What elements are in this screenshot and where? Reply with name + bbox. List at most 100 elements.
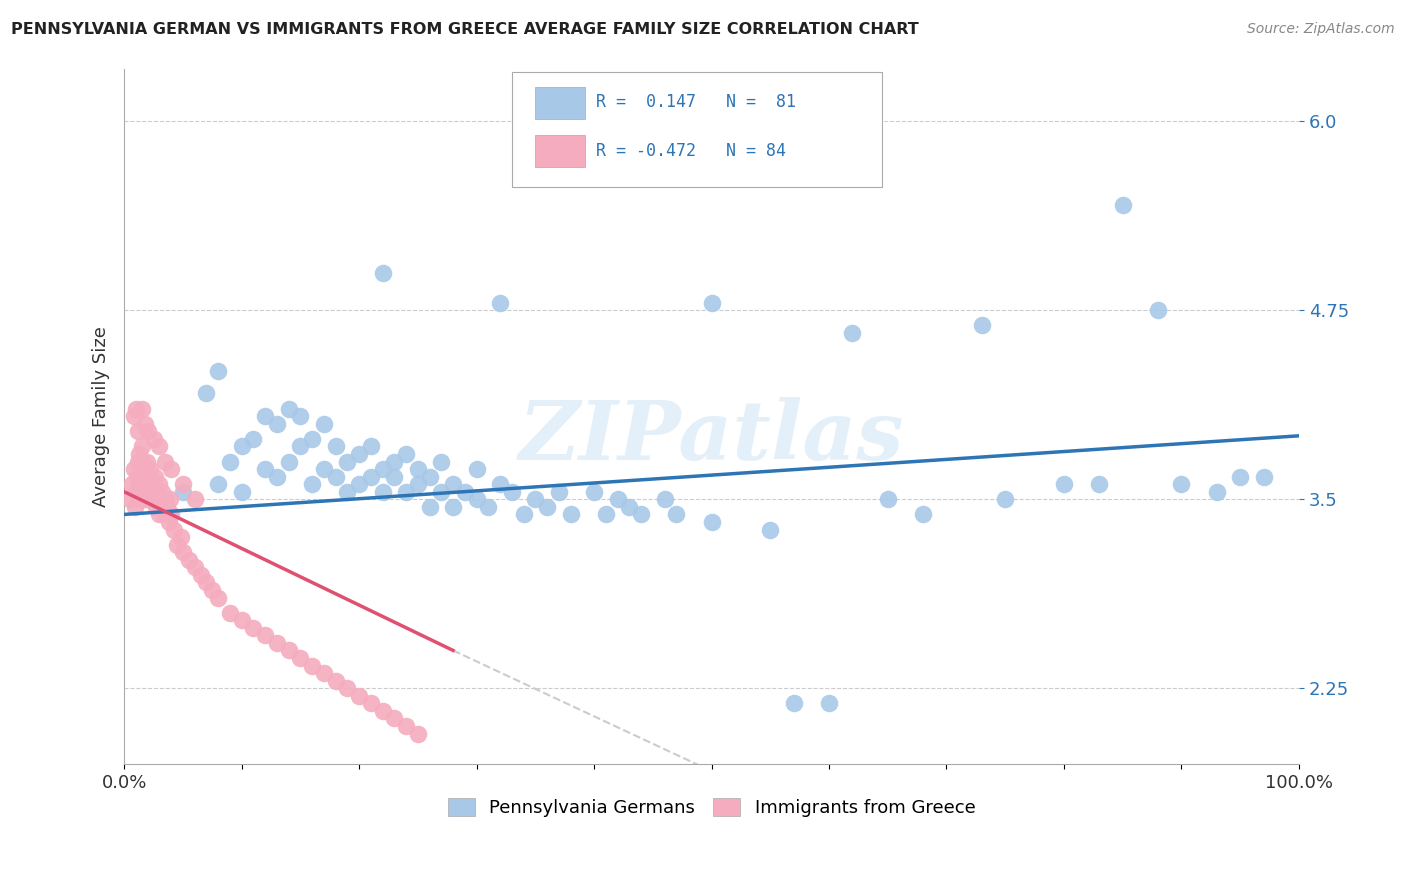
Point xyxy=(1147,303,1170,318)
Point xyxy=(124,500,146,514)
Point xyxy=(125,484,148,499)
Point xyxy=(347,477,370,491)
Point xyxy=(360,469,382,483)
Point xyxy=(177,553,200,567)
Point xyxy=(172,484,194,499)
Point xyxy=(419,500,441,514)
FancyBboxPatch shape xyxy=(512,72,882,186)
Point xyxy=(231,484,253,499)
Point xyxy=(266,417,288,431)
Point xyxy=(127,469,149,483)
Point xyxy=(384,711,406,725)
Point xyxy=(145,500,167,514)
Point xyxy=(560,508,582,522)
Point xyxy=(395,447,418,461)
Point xyxy=(465,492,488,507)
Point xyxy=(1170,477,1192,491)
Point xyxy=(242,621,264,635)
Point xyxy=(231,439,253,453)
Point xyxy=(406,462,429,476)
Point xyxy=(134,462,156,476)
Point xyxy=(159,492,181,507)
Point xyxy=(166,538,188,552)
Point xyxy=(122,409,145,424)
Point xyxy=(277,643,299,657)
Point xyxy=(606,492,628,507)
Point xyxy=(131,401,153,416)
Point xyxy=(1205,484,1227,499)
Point xyxy=(325,673,347,688)
Point xyxy=(290,439,312,453)
Point xyxy=(384,469,406,483)
Point xyxy=(595,508,617,522)
Point xyxy=(384,454,406,468)
Point xyxy=(132,454,155,468)
Point xyxy=(152,500,174,514)
Point xyxy=(312,462,335,476)
Point xyxy=(536,500,558,514)
Point xyxy=(665,508,688,522)
Point xyxy=(136,492,159,507)
Point xyxy=(430,484,453,499)
Point xyxy=(477,500,499,514)
Point xyxy=(325,469,347,483)
Point xyxy=(242,432,264,446)
FancyBboxPatch shape xyxy=(536,87,585,119)
Point xyxy=(160,462,183,476)
Point xyxy=(266,636,288,650)
Point xyxy=(160,508,183,522)
Point xyxy=(231,613,253,627)
Point xyxy=(301,658,323,673)
Point xyxy=(207,477,229,491)
Point xyxy=(266,469,288,483)
Point xyxy=(155,454,177,468)
Point xyxy=(371,704,394,718)
Text: ZIPatlas: ZIPatlas xyxy=(519,397,904,477)
Point xyxy=(127,425,149,439)
Point xyxy=(254,462,277,476)
Text: Source: ZipAtlas.com: Source: ZipAtlas.com xyxy=(1247,22,1395,37)
Point xyxy=(336,454,359,468)
Point xyxy=(970,318,993,333)
Point xyxy=(1053,477,1076,491)
Point xyxy=(312,417,335,431)
Point xyxy=(139,462,162,476)
Point xyxy=(524,492,547,507)
Point xyxy=(183,560,205,574)
Point xyxy=(142,484,165,499)
Point xyxy=(155,500,177,514)
Point xyxy=(489,295,512,310)
Point xyxy=(219,454,242,468)
Point xyxy=(994,492,1017,507)
Point xyxy=(132,477,155,491)
Point xyxy=(841,326,863,340)
Point xyxy=(619,500,641,514)
Point xyxy=(876,492,898,507)
Point xyxy=(254,409,277,424)
Point xyxy=(134,492,156,507)
Point xyxy=(371,266,394,280)
Point xyxy=(129,484,152,499)
Point xyxy=(134,469,156,483)
Point xyxy=(125,401,148,416)
Point xyxy=(277,401,299,416)
Point xyxy=(136,469,159,483)
Point xyxy=(430,454,453,468)
Point xyxy=(128,447,150,461)
Point xyxy=(122,462,145,476)
Point xyxy=(489,477,512,491)
Point xyxy=(312,666,335,681)
Point xyxy=(195,575,218,590)
Point xyxy=(1253,469,1275,483)
Point xyxy=(371,462,394,476)
Point xyxy=(911,508,934,522)
Point xyxy=(162,523,184,537)
Point xyxy=(360,439,382,453)
Point xyxy=(277,454,299,468)
Point xyxy=(195,386,218,401)
Point xyxy=(141,492,163,507)
Y-axis label: Average Family Size: Average Family Size xyxy=(93,326,110,507)
Point xyxy=(127,492,149,507)
Point xyxy=(441,500,464,514)
Point xyxy=(207,364,229,378)
